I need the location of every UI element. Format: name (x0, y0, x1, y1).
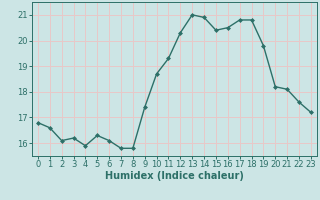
X-axis label: Humidex (Indice chaleur): Humidex (Indice chaleur) (105, 171, 244, 181)
